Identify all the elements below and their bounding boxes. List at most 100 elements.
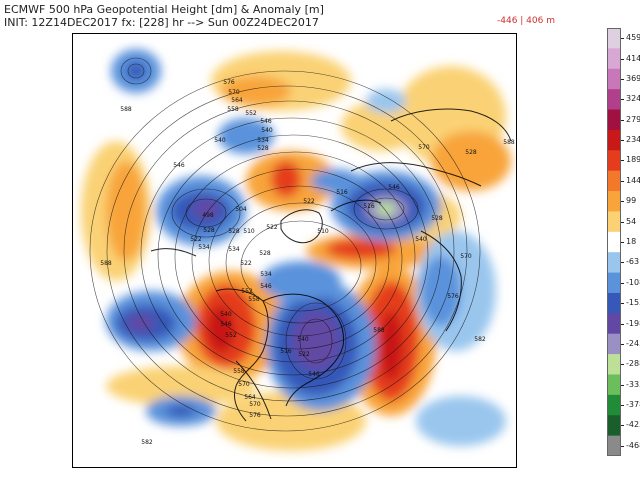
- contour-label: 516: [336, 189, 348, 196]
- colorbar-tick-mark: [621, 303, 624, 305]
- colorbar-tick-label: 54: [626, 216, 637, 226]
- colorbar-tick-label: -198: [626, 318, 640, 328]
- contour-label: 528: [257, 145, 269, 152]
- anomaly-shading: [81, 49, 511, 451]
- contour-label: 522: [190, 236, 202, 243]
- colorbar-swatch: [607, 435, 621, 456]
- contour-label: 546: [173, 162, 185, 169]
- contour-label: 558: [248, 296, 260, 303]
- contour-label: 582: [141, 439, 153, 446]
- colorbar-tick-mark: [621, 119, 624, 121]
- colorbar-tick-label: -423: [626, 420, 640, 430]
- colorbar-swatch: [607, 48, 621, 70]
- contour-label: 546: [220, 321, 232, 328]
- anomaly-range-label: -446 | 406 m: [497, 16, 555, 26]
- colorbar-swatch: [607, 109, 621, 131]
- colorbar-tick-mark: [621, 78, 624, 80]
- colorbar-swatch: [607, 313, 621, 335]
- colorbar-tick-label: -288: [626, 359, 640, 369]
- colorbar-swatch: [607, 89, 621, 111]
- colorbar-tick-label: -243: [626, 338, 640, 348]
- contour-label: 588: [373, 327, 385, 334]
- contour-label: 588: [120, 106, 132, 113]
- colorbar-tick-label: -153: [626, 298, 640, 308]
- contour-label: 534: [257, 137, 269, 144]
- contour-label: 522: [303, 198, 315, 205]
- colorbar-swatch: [607, 394, 621, 416]
- colorbar-tick-mark: [621, 160, 624, 162]
- colorbar-tick-label: 459: [626, 33, 640, 43]
- colorbar-tick-mark: [621, 425, 624, 427]
- colorbar-tick-mark: [621, 58, 624, 60]
- contour-label: 546: [260, 283, 272, 290]
- contour-label: 564: [244, 394, 256, 401]
- contour-label: 522: [266, 224, 278, 231]
- colorbar-swatch: [607, 292, 621, 314]
- contour-label: 504: [235, 206, 247, 213]
- colorbar-tick-label: -378: [626, 400, 640, 410]
- contour-label: 516: [280, 348, 292, 355]
- colorbar-tick-mark: [621, 140, 624, 142]
- contour-label: 528: [228, 228, 240, 235]
- contour-label: 576: [249, 412, 261, 419]
- colorbar-tick-label: -108: [626, 277, 640, 287]
- contour-label: 528: [259, 250, 271, 257]
- colorbar-tick-mark: [621, 201, 624, 203]
- colorbar-tick-label: 324: [626, 94, 640, 104]
- colorbar-tick-mark: [621, 384, 624, 386]
- colorbar-tick-label: 99: [626, 196, 637, 206]
- colorbar-tick-label: -468: [626, 440, 640, 450]
- contour-label: 570: [249, 401, 261, 408]
- colorbar-tick-mark: [621, 221, 624, 223]
- contour-label: 588: [100, 260, 112, 267]
- contour-label: 552: [245, 110, 257, 117]
- colorbar-swatch: [607, 272, 621, 294]
- colorbar-swatch: [607, 150, 621, 172]
- contour-label: 546: [260, 118, 272, 125]
- colorbar-tick-mark: [621, 282, 624, 284]
- colorbar-tick-mark: [621, 323, 624, 325]
- contour-labels: 5765705645585525465405345285405465225165…: [100, 79, 515, 446]
- contour-label: 576: [223, 79, 235, 86]
- chart-title: ECMWF 500 hPa Geopotential Height [dm] &…: [4, 3, 324, 16]
- contour-label: 534: [198, 244, 210, 251]
- anomaly-map: 5765705645585525465405345285405465225165…: [73, 34, 516, 467]
- contour-label: 570: [228, 89, 240, 96]
- contour-label: 534: [228, 246, 240, 253]
- contour-label: 558: [233, 368, 245, 375]
- colorbar-tick-label: -333: [626, 379, 640, 389]
- colorbar-tick-mark: [621, 405, 624, 407]
- colorbar-swatch: [607, 415, 621, 437]
- colorbar-swatch: [607, 170, 621, 192]
- contour-label: 522: [240, 260, 252, 267]
- map-panel: 576 570 564 558 552 546 540 534 528 540 546 522 516 5…: [72, 33, 517, 468]
- contour-label: 522: [298, 351, 310, 358]
- height-contours: [89, 57, 481, 432]
- contour-label: 570: [238, 381, 250, 388]
- contour-label: 582: [474, 336, 486, 343]
- contour-label: 588: [503, 139, 515, 146]
- colorbar-tick-label: 279: [626, 114, 640, 124]
- contour-label: 510: [243, 228, 255, 235]
- contour-label: 552: [241, 288, 253, 295]
- colorbar-swatch: [607, 333, 621, 355]
- colorbar-tick-label: 414: [626, 53, 640, 63]
- colorbar-border: [607, 28, 621, 456]
- contour-label: 540: [415, 236, 427, 243]
- colorbar-swatch: [607, 354, 621, 375]
- contour-label: 528: [203, 227, 215, 234]
- colorbar-swatch: [607, 68, 621, 90]
- colorbar-tick-label: 234: [626, 135, 640, 145]
- contour-label: 540: [297, 336, 309, 343]
- colorbar-tick-mark: [621, 38, 624, 40]
- colorbar-swatch: [607, 231, 621, 253]
- colorbar-tick-mark: [621, 180, 624, 182]
- colorbar-tick-mark: [621, 445, 624, 447]
- colorbar-tick-label: 144: [626, 175, 640, 185]
- init-time-label: INIT: 12Z14DEC2017 fx: [228] hr --> Sun …: [4, 16, 319, 29]
- contour-label: 528: [465, 149, 477, 156]
- colorbar-tick-mark: [621, 99, 624, 101]
- contour-label: 558: [227, 106, 239, 113]
- colorbar-tick-label: 369: [626, 73, 640, 83]
- contour-label: 546: [308, 371, 320, 378]
